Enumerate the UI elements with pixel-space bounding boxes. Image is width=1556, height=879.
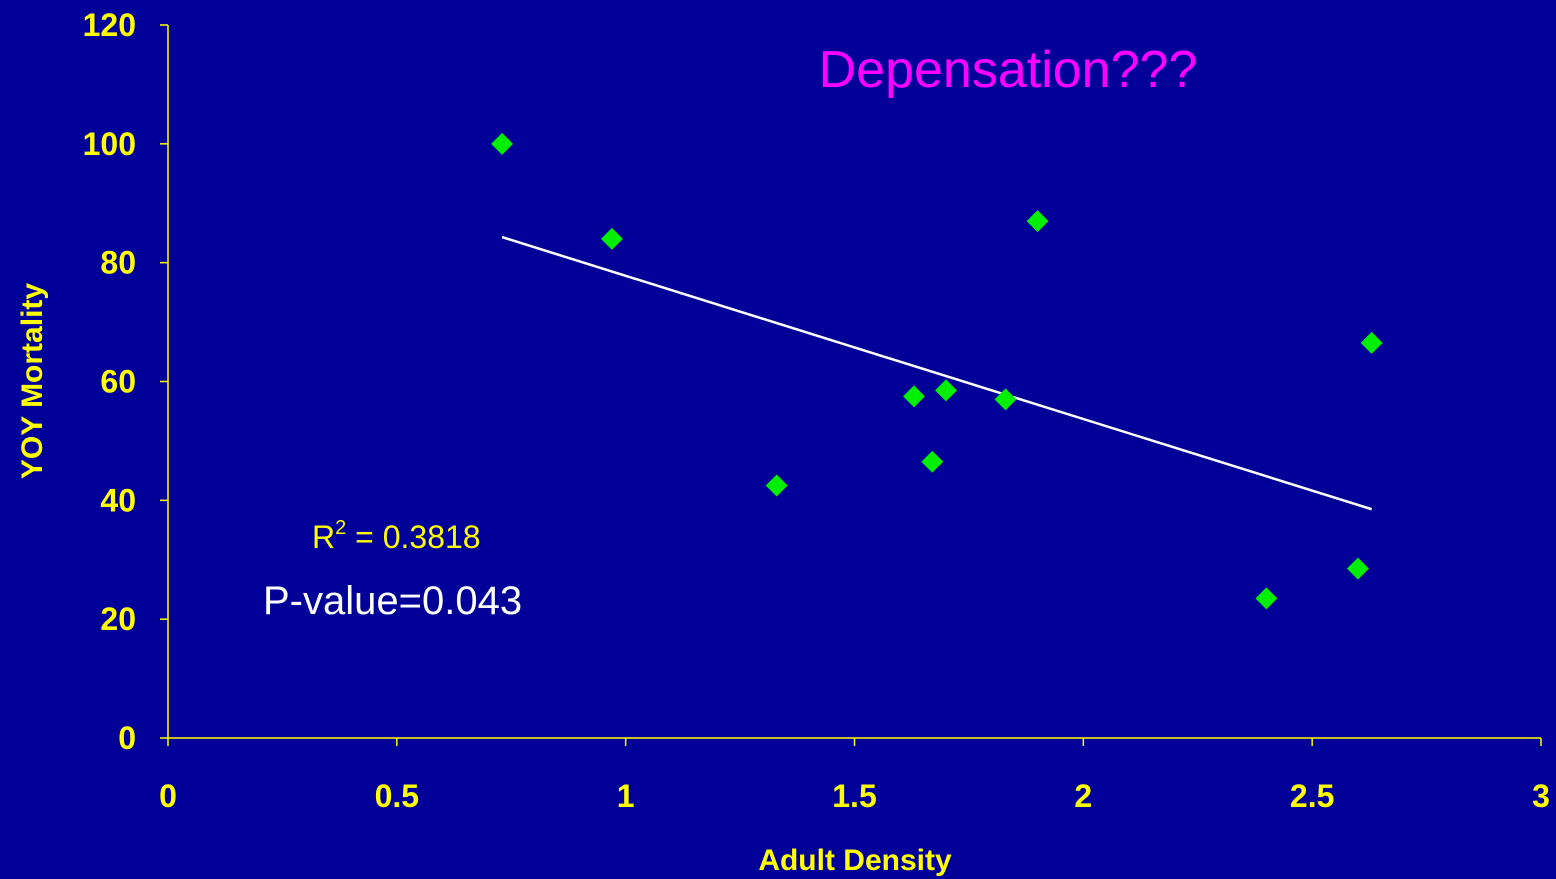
data-point xyxy=(921,450,944,473)
data-point xyxy=(902,385,925,408)
x-tick-label: 1.5 xyxy=(832,778,876,814)
axes xyxy=(167,25,1541,739)
x-tick-labels: 0 0.5 1 1.5 2 2.5 3 xyxy=(159,738,1550,814)
data-point xyxy=(491,132,514,155)
y-tick-label: 40 xyxy=(100,482,136,518)
y-tick-label: 60 xyxy=(100,364,136,400)
r-squared-value: = 0.3818 xyxy=(346,519,480,555)
p-value-label: P-value=0.043 xyxy=(263,579,522,623)
x-tick-label: 3 xyxy=(1532,778,1550,814)
data-point xyxy=(1026,210,1049,233)
data-point xyxy=(1360,331,1383,354)
x-tick-label: 2.5 xyxy=(1290,778,1334,814)
y-axis-title: YOY Mortality xyxy=(16,283,49,479)
r-squared-r: R xyxy=(312,519,335,555)
r-squared-label: R2 = 0.3818 xyxy=(312,517,481,555)
x-tick-label: 1 xyxy=(617,778,635,814)
x-tick-label: 2 xyxy=(1074,778,1092,814)
data-point xyxy=(765,474,788,497)
trendline xyxy=(501,235,1373,511)
x-tick-label: 0.5 xyxy=(375,778,419,814)
x-axis-title: Adult Density xyxy=(758,844,952,877)
y-tick-labels: 0 20 40 60 80 100 120 xyxy=(83,7,168,756)
y-tick-label: 100 xyxy=(83,126,136,162)
data-point xyxy=(994,388,1017,411)
data-point xyxy=(600,227,623,250)
data-points xyxy=(491,132,1383,610)
x-tick-label: 0 xyxy=(159,778,177,814)
y-tick-label: 120 xyxy=(83,7,136,43)
data-point xyxy=(1255,587,1278,610)
r-squared-superscript: 2 xyxy=(335,517,346,539)
chart-title: Depensation??? xyxy=(819,41,1198,99)
y-tick-label: 80 xyxy=(100,245,136,281)
data-point xyxy=(1346,557,1369,580)
y-tick-label: 0 xyxy=(118,720,136,756)
y-tick-label: 20 xyxy=(100,601,136,637)
data-point xyxy=(935,379,958,402)
